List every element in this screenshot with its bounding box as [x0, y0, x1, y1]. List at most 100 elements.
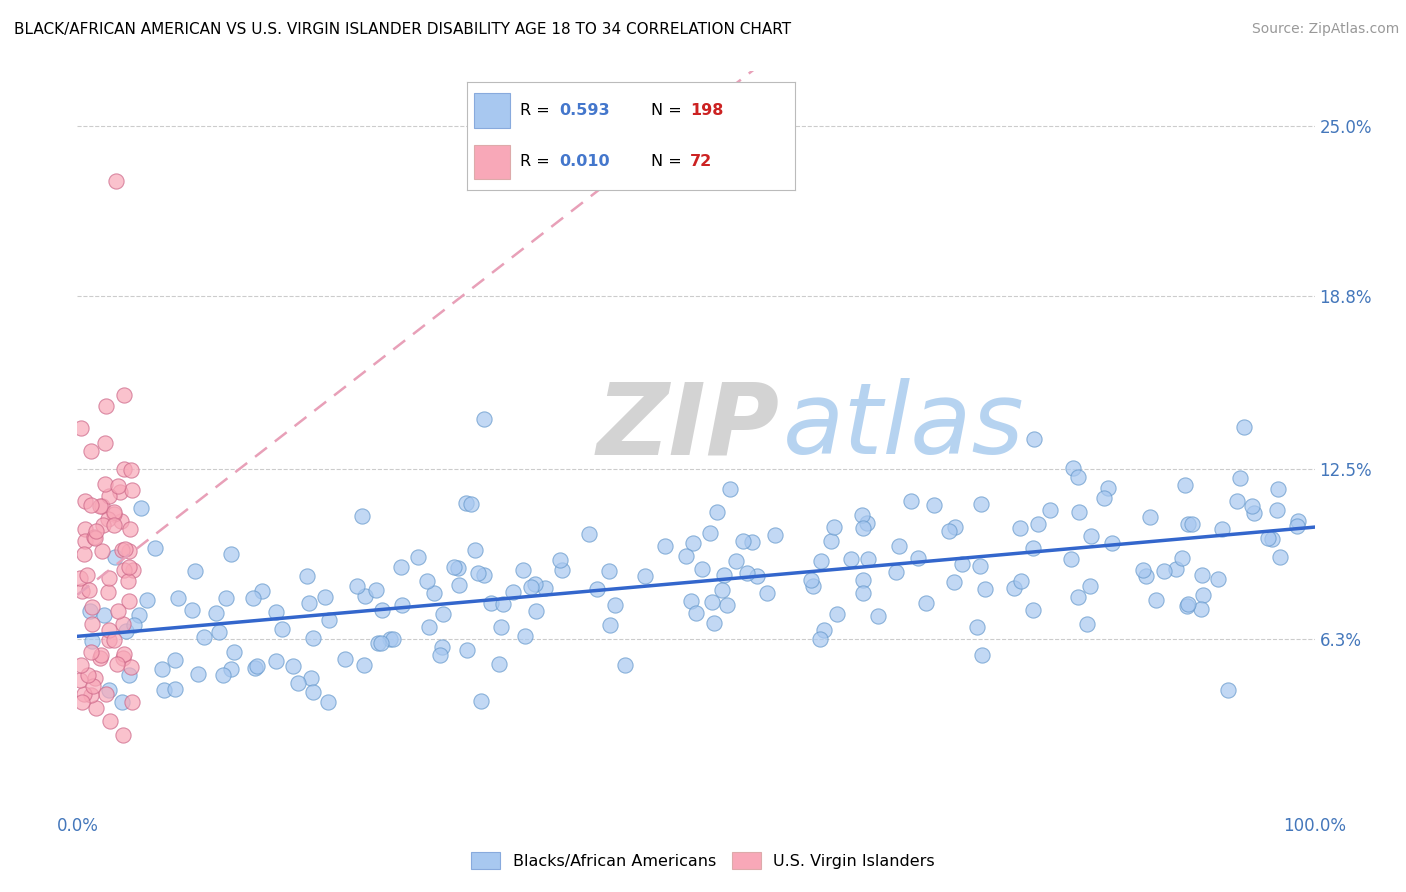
Point	[1243, 506, 1265, 520]
Point	[801, 579, 824, 593]
Point	[93, 607, 115, 622]
Point	[1010, 574, 1032, 589]
Point	[283, 659, 305, 673]
Point	[1285, 519, 1308, 533]
Point	[1092, 491, 1115, 505]
Point	[287, 676, 309, 690]
Point	[943, 520, 966, 534]
Point	[80, 634, 103, 648]
Point	[756, 586, 779, 600]
Point	[193, 630, 215, 644]
Point	[104, 549, 127, 564]
Point	[598, 564, 620, 578]
Point	[299, 672, 322, 686]
Point	[117, 574, 139, 588]
Point	[654, 540, 676, 554]
Point	[813, 623, 835, 637]
Point	[111, 728, 134, 742]
Point	[163, 681, 186, 696]
Point	[456, 496, 478, 510]
Point	[733, 533, 755, 548]
Point	[84, 524, 107, 539]
Point	[1261, 532, 1284, 546]
Point	[90, 500, 112, 514]
Point	[370, 636, 392, 650]
Point	[103, 632, 125, 647]
Point	[391, 599, 413, 613]
Point	[460, 497, 482, 511]
Point	[77, 582, 100, 597]
Point	[467, 566, 489, 581]
Point	[432, 607, 454, 621]
Point	[80, 688, 103, 702]
Point	[1240, 500, 1263, 514]
Point	[456, 643, 478, 657]
Point	[1002, 581, 1025, 595]
Point	[472, 568, 495, 582]
Point	[302, 685, 325, 699]
Point	[118, 543, 141, 558]
Text: BLACK/AFRICAN AMERICAN VS U.S. VIRGIN ISLANDER DISABILITY AGE 18 TO 34 CORRELATI: BLACK/AFRICAN AMERICAN VS U.S. VIRGIN IS…	[14, 22, 792, 37]
Point	[152, 682, 174, 697]
Point	[103, 507, 125, 521]
Point	[107, 479, 129, 493]
Point	[858, 551, 880, 566]
Point	[82, 679, 104, 693]
Point	[94, 435, 117, 450]
Point	[599, 618, 621, 632]
Point	[586, 582, 609, 596]
Point	[89, 650, 111, 665]
Point	[94, 399, 117, 413]
Point	[183, 564, 205, 578]
Point	[389, 559, 412, 574]
Point	[1060, 552, 1083, 566]
Point	[318, 614, 340, 628]
Point	[302, 631, 325, 645]
Point	[382, 632, 405, 646]
Point	[548, 553, 571, 567]
Point	[682, 536, 704, 550]
Point	[711, 582, 734, 597]
Point	[143, 541, 166, 555]
Point	[73, 547, 96, 561]
Point	[699, 526, 721, 541]
Point	[406, 550, 429, 565]
Point	[212, 668, 235, 682]
Point	[513, 630, 536, 644]
Point	[84, 700, 107, 714]
Point	[110, 514, 132, 528]
Point	[1174, 478, 1197, 492]
Point	[692, 562, 714, 576]
Point	[866, 608, 889, 623]
Point	[97, 683, 120, 698]
Point	[250, 584, 273, 599]
Point	[472, 411, 495, 425]
Text: ZIP: ZIP	[598, 378, 780, 475]
Point	[429, 648, 451, 662]
Point	[208, 624, 231, 639]
Point	[938, 524, 960, 538]
Point	[1226, 494, 1249, 508]
Point	[852, 586, 875, 600]
Point	[367, 636, 389, 650]
Point	[1177, 517, 1199, 532]
Point	[1039, 502, 1062, 516]
Point	[314, 590, 336, 604]
Point	[122, 617, 145, 632]
Point	[706, 505, 728, 519]
Point	[852, 574, 875, 588]
Point	[118, 667, 141, 681]
Point	[115, 624, 138, 638]
Point	[1153, 565, 1175, 579]
Point	[114, 542, 136, 557]
Point	[98, 714, 121, 729]
Point	[839, 552, 862, 566]
Point	[741, 535, 763, 549]
Point	[889, 539, 911, 553]
Point	[1171, 551, 1194, 566]
Point	[634, 569, 657, 583]
Point	[112, 563, 135, 577]
Point	[219, 547, 242, 561]
Legend: Blacks/African Americans, U.S. Virgin Islanders: Blacks/African Americans, U.S. Virgin Is…	[464, 846, 942, 875]
Point	[852, 521, 875, 535]
